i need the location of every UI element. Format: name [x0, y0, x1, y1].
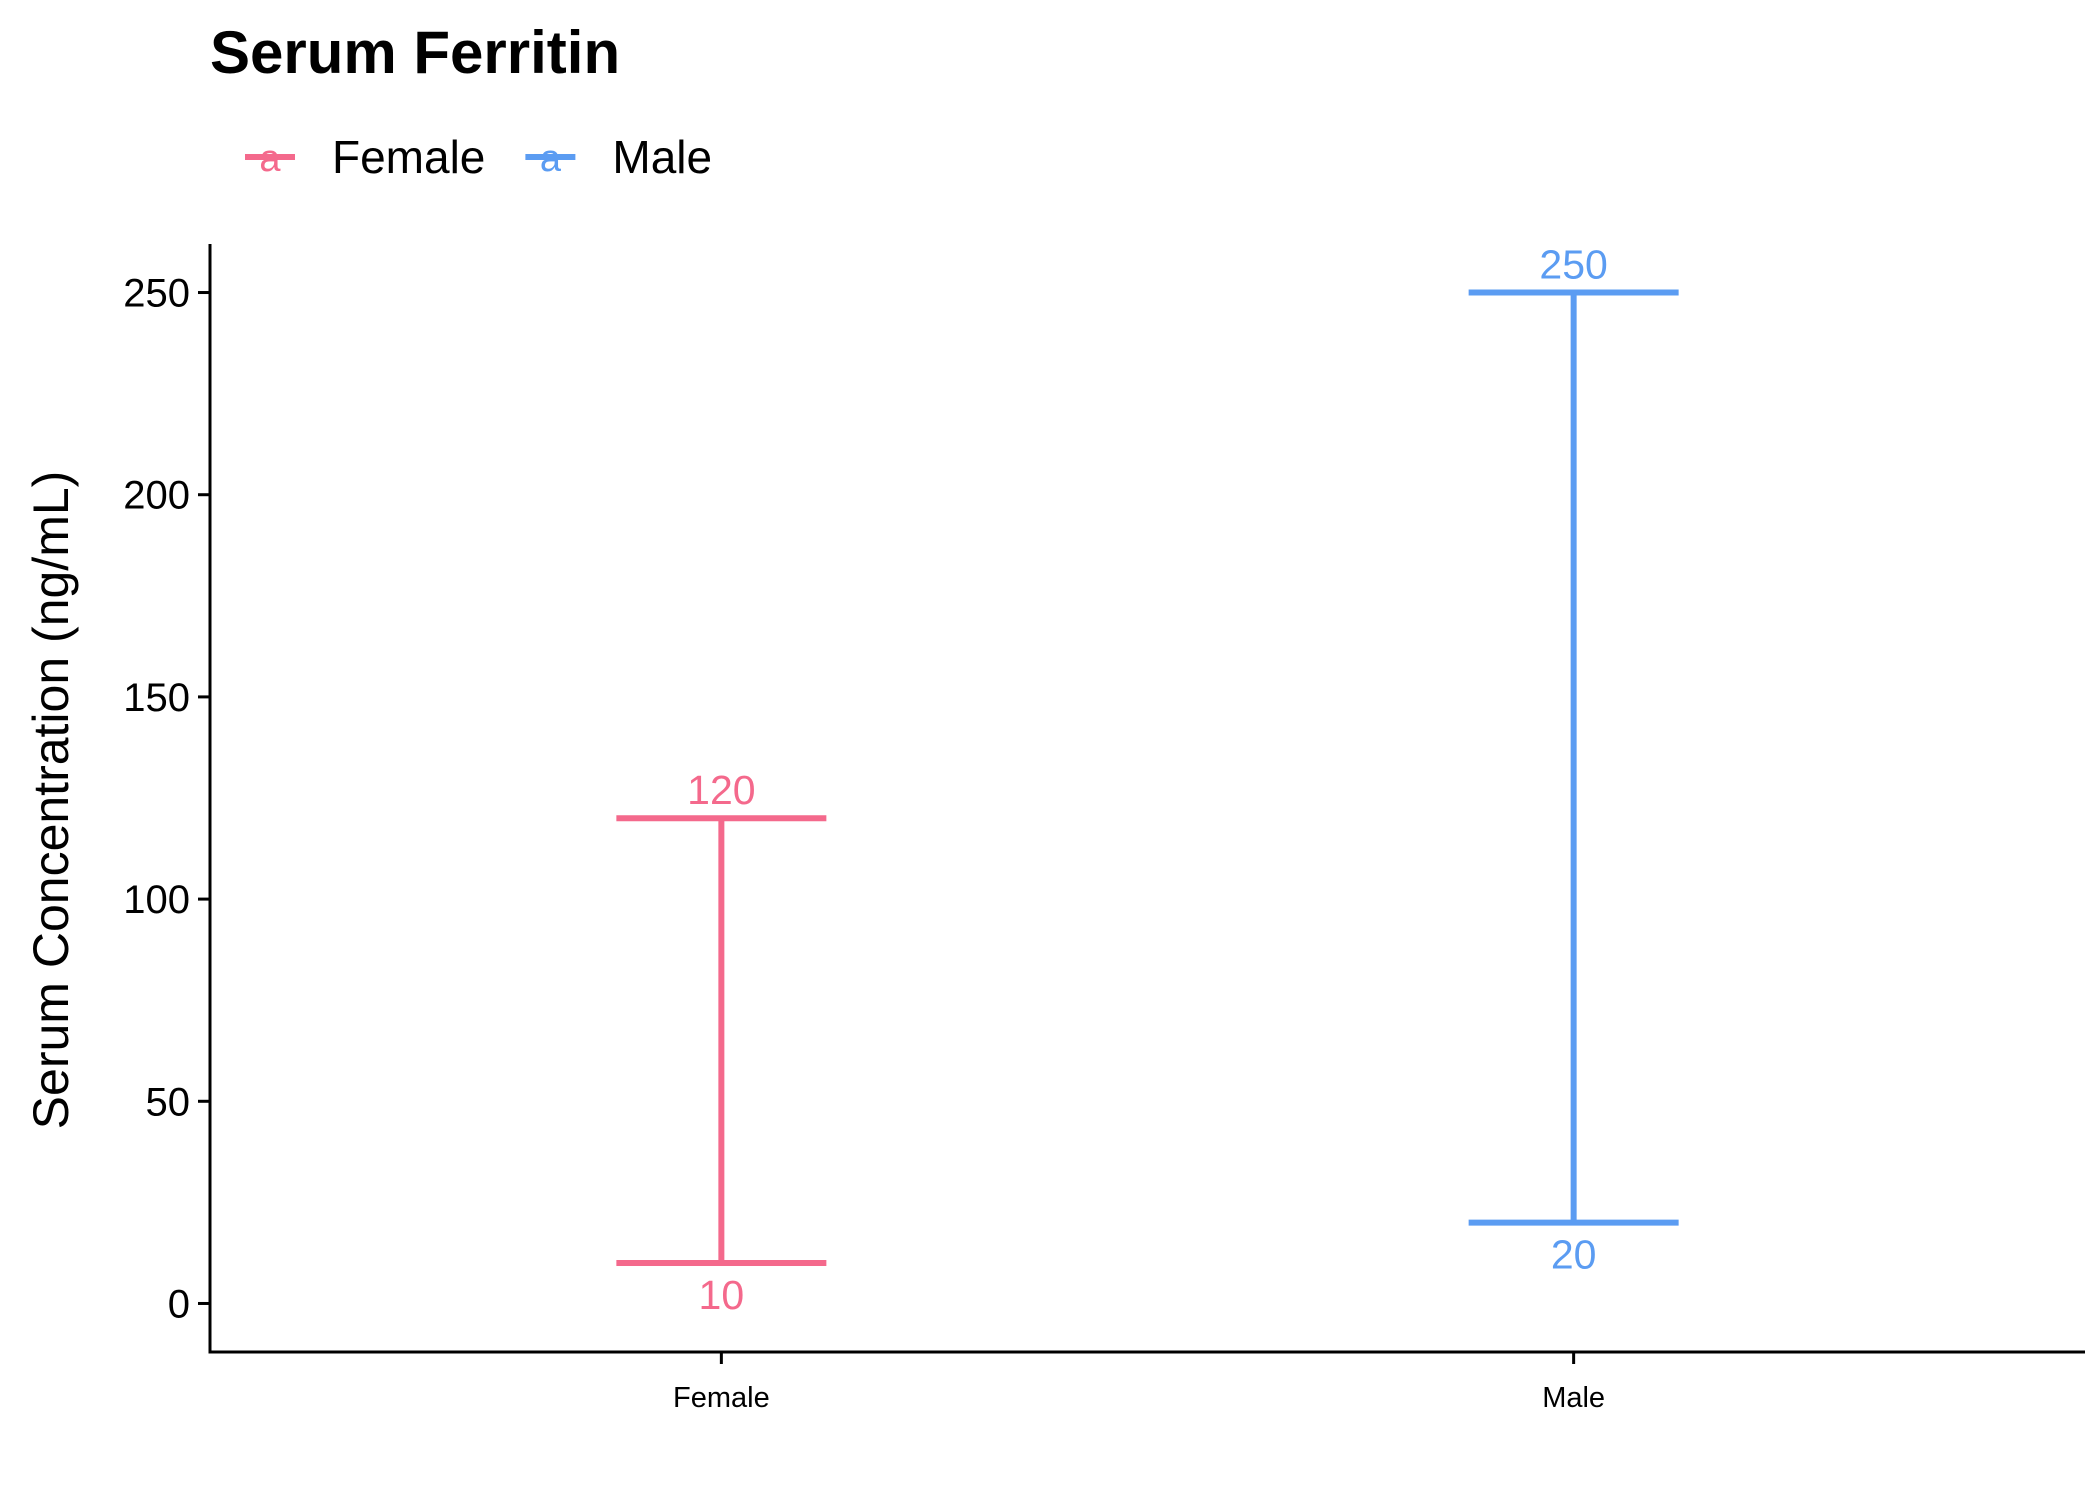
legend-key-glyph: a — [540, 138, 562, 180]
x-tick-label: Female — [673, 1382, 770, 1414]
data-label-low: 10 — [699, 1272, 745, 1318]
y-tick-label: 50 — [146, 1080, 191, 1124]
y-tick-label: 250 — [123, 272, 190, 316]
y-tick-label: 100 — [123, 878, 190, 922]
legend-key-male: a — [525, 138, 576, 180]
x-tick-label: Male — [1542, 1382, 1605, 1414]
y-ticks: 0 50 100 150 200 250 — [123, 272, 210, 1326]
legend-label-male: Male — [612, 131, 712, 183]
error-bar-male: 250 20 — [1468, 242, 1679, 1278]
data-label-high: 120 — [687, 767, 755, 813]
error-bars: 120 10 250 20 — [616, 242, 1679, 1318]
y-tick-label: 150 — [123, 676, 190, 720]
legend-key-female: a — [245, 138, 295, 180]
chart-title: Serum Ferritin — [210, 19, 620, 86]
axes — [208, 244, 2085, 1354]
x-ticks: Female Male — [673, 1352, 1605, 1414]
data-label-high: 250 — [1539, 242, 1607, 288]
data-label-low: 20 — [1551, 1232, 1597, 1278]
legend-key-glyph: a — [259, 138, 281, 180]
y-axis-label: Serum Concentration (ng/mL) — [23, 471, 79, 1130]
legend-label-female: Female — [332, 131, 485, 183]
error-bar-female: 120 10 — [616, 767, 827, 1318]
legend: a Female a Male — [245, 131, 712, 183]
y-tick-label: 200 — [123, 474, 190, 518]
y-tick-label: 0 — [168, 1282, 190, 1326]
